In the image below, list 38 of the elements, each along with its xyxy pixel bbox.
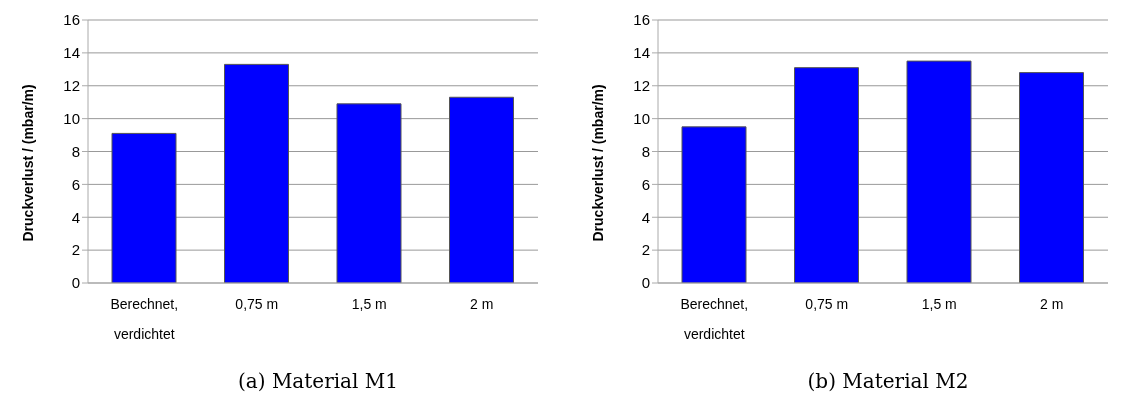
y-tick-label: 14 (633, 44, 650, 62)
x-tick-label: 1,5 m (921, 296, 957, 312)
y-tick-label: 4 (71, 208, 80, 226)
y-tick-label: 12 (63, 77, 80, 95)
y-tick-label: 2 (71, 241, 80, 259)
text: (a) Material M1 (237, 369, 399, 393)
y-tick-label: 10 (633, 109, 650, 127)
x-tick-label: 0,75 m (805, 296, 849, 312)
bar (449, 96, 514, 283)
y-axis-title: Druckverlust / (mbar/m) (589, 84, 606, 242)
text: (b) Material M2 (806, 369, 970, 393)
y-tick-label: 2 (641, 241, 650, 259)
x-tick-label: Berechnet, verdichtet (680, 296, 749, 342)
bar (1019, 72, 1084, 283)
x-tick-label: 1,5 m (351, 296, 387, 312)
y-axis-title: Druckverlust / (mbar/m) (19, 84, 36, 242)
y-tick-label: 12 (633, 77, 650, 95)
y-tick-label: 6 (71, 175, 80, 193)
x-tick-label: 0,75 m (235, 296, 279, 312)
bar (794, 67, 859, 283)
bar (906, 60, 972, 283)
y-tick-label: 14 (63, 44, 80, 62)
x-tick-label: 2 m (1040, 296, 1064, 312)
bar (681, 126, 747, 283)
y-tick-label: 8 (71, 142, 80, 160)
y-tick-label: 8 (641, 142, 650, 160)
bar (336, 103, 402, 283)
y-tick-label: 0 (71, 274, 80, 292)
y-tick-label: 0 (641, 274, 650, 292)
y-tick-label: 10 (63, 109, 80, 127)
x-tick-label: 2 m (470, 296, 494, 312)
y-tick-label: 6 (641, 175, 650, 193)
y-tick-label: 16 (63, 11, 80, 29)
bar (224, 63, 289, 283)
y-tick-label: 16 (633, 11, 650, 29)
x-tick-label: Berechnet, verdichtet (110, 296, 179, 342)
bar (111, 132, 177, 283)
y-tick-label: 4 (641, 208, 650, 226)
